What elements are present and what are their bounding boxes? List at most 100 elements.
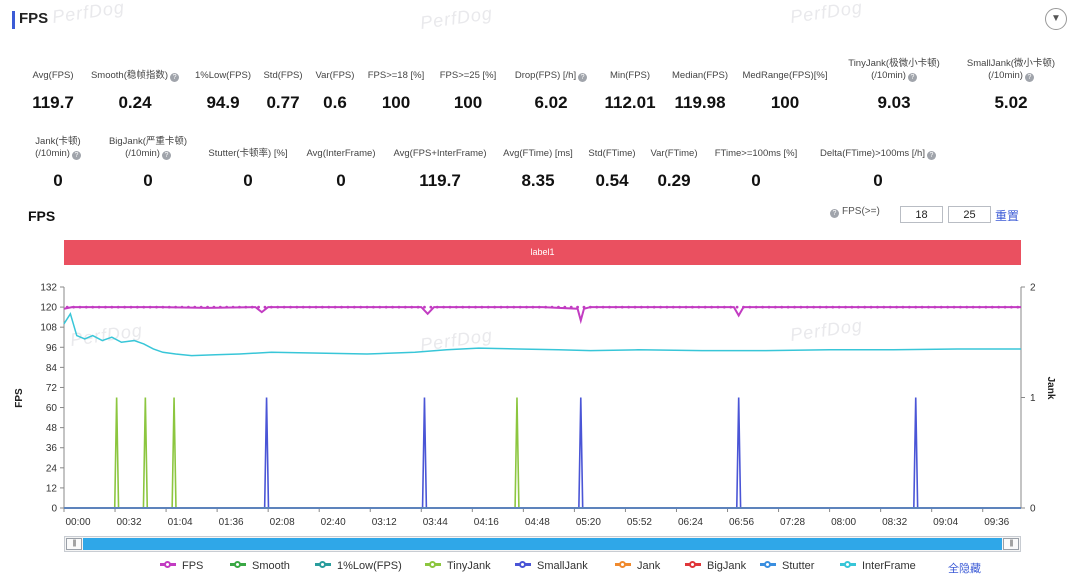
legend-item[interactable]: 1%Low(FPS) — [315, 560, 402, 572]
legend-label: FPS — [182, 560, 204, 572]
series-fps-point — [314, 305, 318, 309]
series-fps-point — [646, 305, 650, 309]
x-tick-label: 09:36 — [984, 517, 1009, 528]
x-tick-label: 07:28 — [780, 517, 805, 528]
fps-threshold-1-input[interactable] — [900, 206, 943, 223]
reset-button[interactable]: 重置 — [995, 209, 1020, 223]
series-smalljank-line — [64, 397, 1021, 509]
fps-threshold-2-input[interactable] — [948, 206, 991, 223]
slider-right-handle[interactable]: ||| — [1003, 538, 1019, 550]
metric-value: 0.77 — [266, 93, 300, 112]
series-fps-point — [276, 305, 280, 309]
series-fps-point — [359, 305, 363, 309]
metric-std-ftime: Std(FTime) 0.54 — [584, 148, 640, 191]
x-tick-label: 06:56 — [729, 517, 754, 528]
series-fps-point — [257, 305, 260, 309]
series-fps-point — [429, 305, 433, 309]
series-fps-point — [786, 305, 790, 309]
legend-item[interactable]: Stutter — [760, 560, 814, 572]
series-fps-point — [946, 305, 950, 309]
legend-item[interactable]: Jank — [615, 560, 660, 572]
metric-avg-interframe: Avg(InterFrame) 0 — [298, 148, 384, 191]
legend-item[interactable]: FPS — [160, 560, 203, 572]
metric-bigjank: BigJank(严重卡顿) (/10min)? 0 — [98, 136, 198, 191]
legend-item[interactable]: TinyJank — [425, 560, 491, 572]
series-fps-point — [174, 305, 178, 309]
legend-marker-icon — [619, 561, 626, 568]
slider-left-handle[interactable]: ||| — [66, 538, 82, 550]
label-band[interactable]: label1 — [64, 240, 1021, 265]
series-fps-point — [352, 305, 356, 309]
help-icon[interactable]: ? — [1024, 73, 1034, 82]
metric-value: 94.9 — [206, 93, 240, 112]
series-fps-point — [486, 305, 490, 309]
series-fps-point — [812, 305, 816, 309]
y-tick-label: 60 — [46, 403, 58, 414]
legend-item[interactable]: BigJank — [685, 560, 746, 572]
help-icon[interactable]: ? — [71, 151, 81, 160]
series-fps-point — [576, 305, 579, 309]
help-icon[interactable]: ? — [907, 73, 917, 82]
legend-item[interactable]: SmallJank — [515, 560, 588, 572]
series-fps-point — [506, 305, 509, 309]
legend-marker-icon — [689, 561, 696, 568]
metric-medrange-fps: MedRange(FPS)[%] 100 — [738, 70, 832, 113]
series-fps-point — [410, 305, 414, 309]
series-fps-point — [761, 305, 765, 309]
legend-label: SmallJank — [537, 560, 588, 572]
collapse-chevron-icon[interactable]: ▼ — [1045, 8, 1067, 30]
series-fps-point — [793, 305, 796, 309]
metric-label: FTime>=100ms [%] — [714, 148, 798, 159]
metric-label: MedRange(FPS)[%] — [742, 70, 828, 81]
series-fps-point — [754, 305, 758, 309]
metric-label-unit: (/10min) — [871, 70, 906, 81]
series-fps-point — [148, 305, 152, 309]
series-fps-point — [837, 305, 841, 309]
series-fps-point — [525, 305, 528, 309]
series-fps-point — [907, 305, 911, 309]
y-tick-label: 72 — [46, 383, 58, 394]
metric-value: 119.98 — [674, 93, 726, 112]
metric-label: Var(FTime) — [650, 148, 698, 159]
legend-swatch-icon — [685, 561, 701, 568]
series-fps-point — [263, 305, 267, 309]
legend-item[interactable]: Smooth — [230, 560, 290, 572]
x-tick-label: 04:48 — [525, 517, 550, 528]
metric-label: SmallJank(微小卡顿) — [966, 58, 1056, 69]
legend-marker-icon — [234, 561, 241, 568]
legend-label: BigJank — [707, 560, 747, 572]
series-fps-point — [965, 305, 969, 309]
slider-range-fill[interactable] — [83, 538, 1002, 550]
help-icon[interactable]: ? — [170, 73, 180, 82]
metric-value: 0 — [243, 171, 253, 190]
metric-label: 1%Low(FPS) — [195, 70, 251, 81]
series-fps-point — [454, 305, 458, 309]
metric-label: Std(FPS) — [263, 70, 303, 81]
metric-label: BigJank(严重卡顿) — [108, 136, 188, 147]
time-range-slider[interactable]: ||| ||| — [64, 536, 1021, 552]
help-icon[interactable]: ? — [926, 151, 936, 160]
legend-marker-icon — [519, 561, 526, 568]
metric-label: Avg(InterFrame) — [306, 148, 376, 159]
metric-label-unit: (/10min) — [35, 148, 70, 159]
metric-smalljank: SmallJank(微小卡顿) (/10min)? 5.02 — [955, 58, 1067, 113]
series-fps-point — [652, 305, 656, 309]
series-fps-point — [888, 305, 892, 309]
series-fps-point — [97, 305, 101, 309]
legend-swatch-icon — [840, 561, 856, 568]
metric-label: Std(FTime) — [588, 148, 636, 159]
y-tick-label: 48 — [46, 423, 58, 434]
metric-var-fps: Var(FPS) 0.6 — [310, 70, 360, 113]
hide-all-button[interactable]: 全隐藏 — [948, 563, 981, 575]
help-icon[interactable]: ? — [161, 151, 171, 160]
series-fps-point — [346, 305, 350, 309]
chart-section-title: FPS — [28, 208, 56, 224]
legend-item[interactable]: InterFrame — [840, 560, 916, 572]
help-icon[interactable]: ? — [578, 73, 588, 82]
metric-label: Smooth(稳帧指数) — [90, 70, 169, 81]
legend-marker-icon — [429, 561, 436, 568]
help-icon[interactable]: ? — [830, 209, 839, 218]
series-fps-point — [333, 305, 337, 309]
legend-swatch-icon — [230, 561, 246, 568]
